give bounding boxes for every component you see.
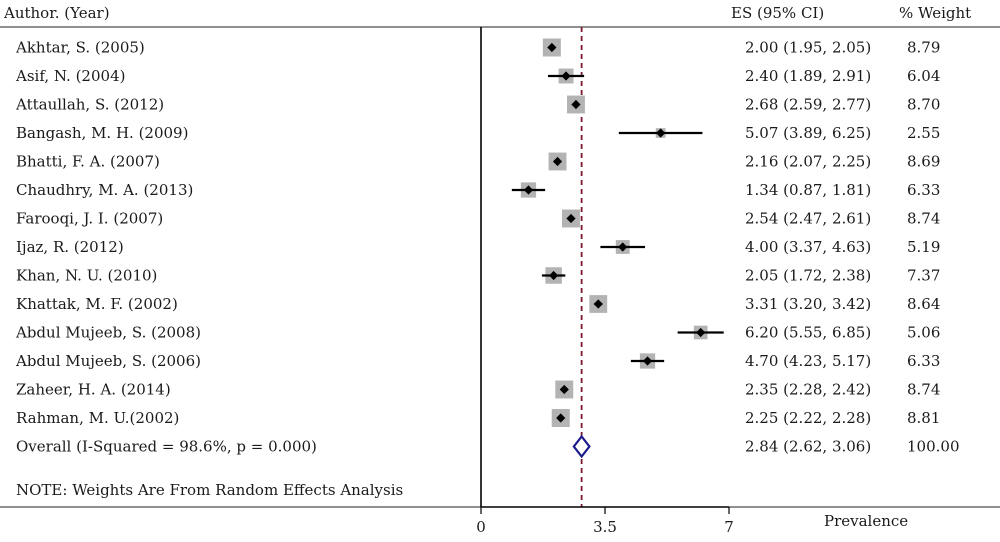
es-value: 2.54 (2.47, 2.61)	[745, 210, 871, 228]
es-value: 1.34 (0.87, 1.81)	[745, 181, 871, 199]
weight-value: 8.70	[907, 96, 940, 114]
weight-column-header: % Weight	[899, 4, 971, 22]
weight-value: 7.37	[907, 267, 940, 285]
weight-value: 5.19	[907, 238, 940, 256]
study-row: Bhatti, F. A. (2007) 2.16 (2.07, 2.25) 8.6…	[16, 153, 940, 171]
point-estimate	[561, 71, 571, 81]
weight-value: 6.33	[907, 352, 940, 370]
study-label: Khattak, M. F. (2002)	[16, 295, 178, 313]
es-value: 4.00 (3.37, 4.63)	[745, 238, 871, 256]
weight-value: 8.74	[907, 381, 940, 399]
x-axis: 0 3.5 7	[476, 27, 734, 536]
weight-value: 8.64	[907, 295, 940, 313]
overall-label: Overall (I-Squared = 98.6%, p = 0.000)	[16, 438, 317, 456]
study-row: Akhtar, S. (2005) 2.00 (1.95, 2.05) 8.79	[15, 39, 940, 57]
es-value: 2.25 (2.22, 2.28)	[745, 409, 871, 427]
weight-value: 8.81	[907, 409, 940, 427]
point-estimate	[556, 413, 566, 423]
study-label: Attaullah, S. (2012)	[15, 96, 164, 114]
es-value: 5.07 (3.89, 6.25)	[745, 124, 871, 142]
point-estimate	[593, 299, 603, 309]
study-row: Abdul Mujeeb, S. (2008) 6.20 (5.55, 6.85)…	[15, 324, 940, 342]
point-estimate	[696, 327, 706, 338]
study-label: Ijaz, R. (2012)	[16, 238, 124, 256]
study-row: Zaheer, H. A. (2014) 2.35 (2.28, 2.42) 8.7…	[16, 381, 940, 399]
study-label: Akhtar, S. (2005)	[15, 39, 145, 57]
weight-value: 8.69	[907, 153, 940, 171]
es-value: 2.40 (1.89, 2.91)	[745, 67, 871, 85]
es-value: 3.31 (3.20, 3.42)	[745, 295, 871, 313]
point-estimate	[566, 213, 576, 224]
overall-diamond	[572, 434, 591, 459]
study-row: Attaullah, S. (2012) 2.68 (2.59, 2.77) 8.7…	[15, 96, 940, 114]
study-label: Abdul Mujeeb, S. (2006)	[15, 352, 201, 370]
study-label: Abdul Mujeeb, S. (2008)	[15, 324, 201, 342]
study-label: Asif, N. (2004)	[15, 67, 125, 85]
weight-value: 6.33	[907, 181, 940, 199]
header-row: Author. (Year) ES (95% CI) % Weight	[3, 4, 971, 22]
study-label: Chaudhry, M. A. (2013)	[16, 181, 193, 199]
study-row: Khattak, M. F. (2002) 3.31 (3.20, 3.42) 8.…	[16, 295, 940, 313]
es-value: 4.70 (4.23, 5.17)	[745, 352, 871, 370]
es-column-header: ES (95% CI)	[731, 4, 824, 22]
overall-row: Overall (I-Squared = 98.6%, p = 0.000) 2.…	[16, 434, 960, 459]
x-tick-label-0: 0	[476, 518, 486, 536]
study-row: Khan, N. U. (2010) 2.05 (1.72, 2.38) 7.37	[16, 267, 940, 285]
author-column-header: Author. (Year)	[3, 4, 110, 22]
weight-value: 8.74	[907, 210, 940, 228]
point-estimate	[549, 270, 559, 281]
x-axis-label: Prevalence	[824, 512, 908, 530]
study-label: Farooqi, J. I. (2007)	[16, 210, 163, 228]
point-estimate	[547, 42, 557, 53]
overall-weight-value: 100.00	[907, 438, 960, 456]
study-row: Bangash, M. H. (2009) 5.07 (3.89, 6.25) 2.…	[16, 124, 940, 142]
study-row: Farooqi, J. I. (2007) 2.54 (2.47, 2.61) 8.…	[16, 210, 940, 228]
point-estimate	[523, 185, 534, 195]
weight-value: 6.04	[907, 67, 940, 85]
es-value: 2.05 (1.72, 2.38)	[745, 267, 871, 285]
study-label: Rahman, M. U.(2002)	[16, 409, 179, 427]
study-label: Bangash, M. H. (2009)	[16, 124, 188, 142]
weight-value: 8.79	[907, 39, 940, 57]
study-label: Zaheer, H. A. (2014)	[16, 381, 171, 399]
point-estimate	[571, 99, 581, 110]
point-estimate	[618, 242, 628, 252]
study-row: Asif, N. (2004) 2.40 (1.89, 2.91) 6.04	[15, 67, 940, 85]
study-row: Abdul Mujeeb, S. (2006) 4.70 (4.23, 5.17)…	[15, 352, 940, 370]
point-estimate	[642, 356, 653, 366]
point-estimate	[559, 384, 569, 395]
study-row: Ijaz, R. (2012) 4.00 (3.37, 4.63) 5.19	[16, 238, 940, 256]
study-row: Chaudhry, M. A. (2013) 1.34 (0.87, 1.81) 6…	[16, 181, 940, 199]
study-rows: Akhtar, S. (2005) 2.00 (1.95, 2.05) 8.79 As…	[15, 39, 960, 459]
es-value: 6.20 (5.55, 6.85)	[745, 324, 871, 342]
study-label: Khan, N. U. (2010)	[16, 267, 157, 285]
point-estimate	[656, 128, 666, 138]
study-row: Rahman, M. U.(2002) 2.25 (2.22, 2.28) 8.81	[16, 409, 940, 427]
es-value: 2.00 (1.95, 2.05)	[745, 39, 871, 57]
study-label: Bhatti, F. A. (2007)	[16, 153, 160, 171]
es-value: 2.16 (2.07, 2.25)	[745, 153, 871, 171]
es-value: 2.68 (2.59, 2.77)	[745, 96, 871, 114]
weight-value: 5.06	[907, 324, 940, 342]
x-tick-label-2: 7	[724, 518, 734, 536]
note-text: NOTE: Weights Are From Random Effects An…	[16, 481, 403, 499]
es-value: 2.35 (2.28, 2.42)	[745, 381, 871, 399]
weight-value: 2.55	[907, 124, 940, 142]
overall-es-value: 2.84 (2.62, 3.06)	[745, 438, 871, 456]
x-tick-label-1: 3.5	[593, 518, 617, 536]
point-estimate	[552, 156, 563, 167]
